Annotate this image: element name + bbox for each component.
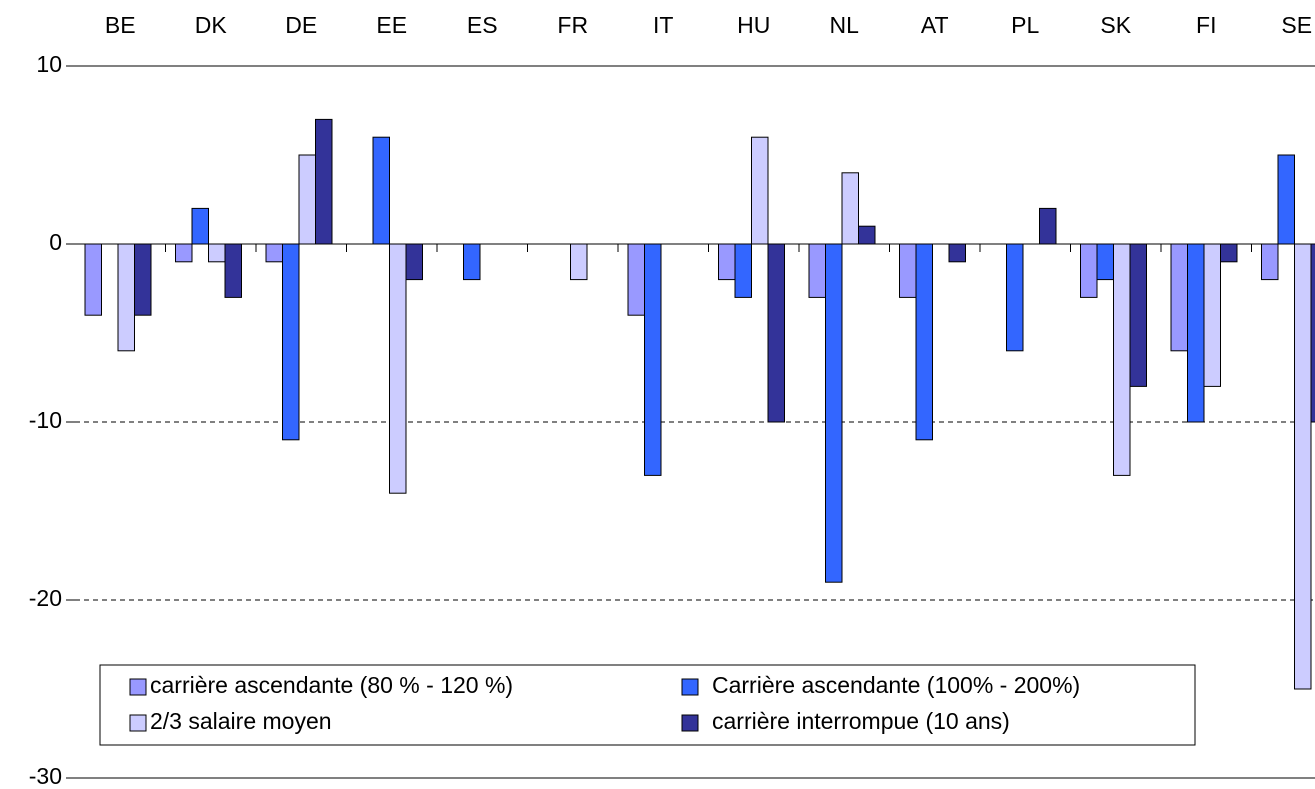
- bar: [915, 243, 933, 441]
- x-tick-label: BE: [105, 12, 136, 38]
- x-tick-label: AT: [921, 12, 949, 38]
- bar: [1261, 243, 1279, 281]
- bar: [644, 243, 662, 476]
- x-tick-label: SE: [1281, 12, 1312, 38]
- x-tick-label: NL: [830, 12, 860, 38]
- bar: [134, 243, 152, 316]
- bar: [315, 118, 333, 245]
- bar: [298, 154, 316, 245]
- bar: [1170, 243, 1188, 352]
- legend-label: Carrière ascendante (100% - 200%): [712, 672, 1080, 698]
- bar: [175, 243, 193, 263]
- y-tick-label: -30: [29, 763, 62, 789]
- bar: [1203, 243, 1221, 387]
- bar: [1113, 243, 1131, 476]
- legend-label: carrière ascendante (80 % - 120 %): [150, 672, 513, 698]
- x-tick-label: DK: [195, 12, 228, 38]
- legend-swatch: [681, 678, 699, 696]
- legend-swatch: [681, 714, 699, 732]
- x-tick-label: DE: [285, 12, 317, 38]
- x-tick-label: FI: [1196, 12, 1216, 38]
- bar: [1096, 243, 1114, 281]
- bar: [1277, 154, 1295, 245]
- x-tick-label: SK: [1100, 12, 1131, 38]
- bar: [627, 243, 645, 316]
- x-tick-label: HU: [737, 12, 770, 38]
- y-tick-label: -20: [29, 585, 62, 611]
- y-tick-label: -10: [29, 407, 62, 433]
- bar: [1187, 243, 1205, 423]
- bar: [463, 243, 481, 281]
- bar: [841, 172, 859, 245]
- x-tick-label: EE: [376, 12, 407, 38]
- bar: [1039, 207, 1057, 245]
- bar: [767, 243, 785, 423]
- bar: [808, 243, 826, 298]
- bar: [858, 225, 876, 245]
- bar: [208, 243, 226, 263]
- bar: [1310, 243, 1315, 423]
- bar: [1080, 243, 1098, 298]
- bar: [265, 243, 283, 263]
- legend-box: [99, 664, 1196, 746]
- bar: [734, 243, 752, 298]
- legend-label: carrière interrompue (10 ans): [712, 708, 1010, 734]
- bar: [282, 243, 300, 441]
- bar: [1220, 243, 1238, 263]
- y-tick-label: 10: [36, 51, 62, 77]
- bar: [405, 243, 423, 281]
- bar: [191, 207, 209, 245]
- x-tick-label: FR: [557, 12, 588, 38]
- bar: [751, 136, 769, 245]
- bar: [1129, 243, 1147, 387]
- x-tick-label: ES: [467, 12, 498, 38]
- bar: [899, 243, 917, 298]
- legend-swatch: [129, 714, 147, 732]
- bar: [224, 243, 242, 298]
- bar: [117, 243, 135, 352]
- x-tick-label: IT: [653, 12, 673, 38]
- bar: [1294, 243, 1312, 690]
- x-tick-label: PL: [1011, 12, 1039, 38]
- bar: [84, 243, 102, 316]
- y-tick-label: 0: [49, 229, 62, 255]
- bar: [389, 243, 407, 494]
- legend-label: 2/3 salaire moyen: [150, 708, 332, 734]
- bar: [718, 243, 736, 281]
- bar: [1006, 243, 1024, 352]
- bar: [570, 243, 588, 281]
- bar: [825, 243, 843, 583]
- legend-swatch: [129, 678, 147, 696]
- bar: [372, 136, 390, 245]
- bar: [948, 243, 966, 263]
